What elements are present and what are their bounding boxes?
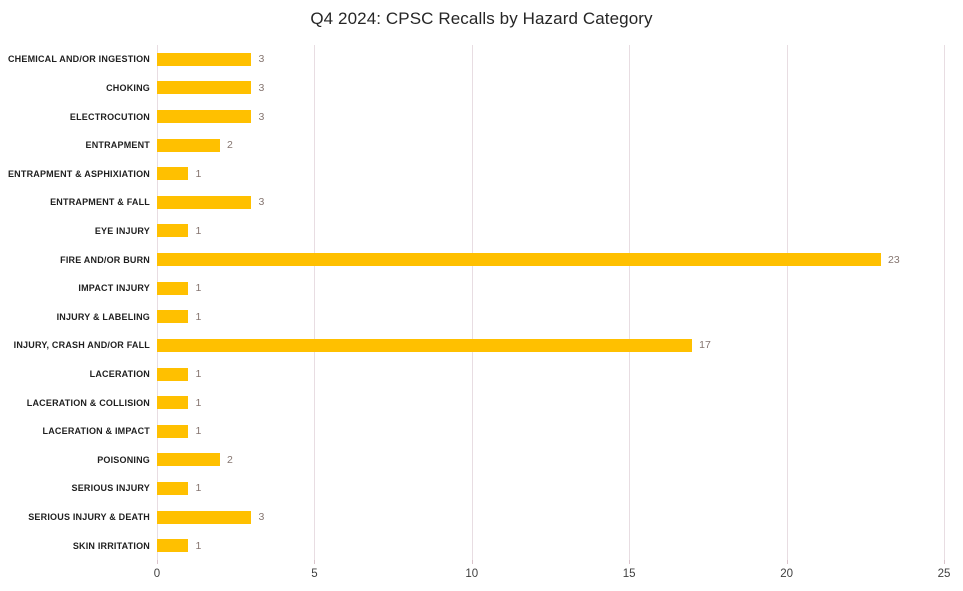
category-label: CHOKING — [106, 82, 150, 93]
category-label: SERIOUS INJURY & DEATH — [28, 512, 150, 523]
bar — [157, 138, 220, 152]
bar-value-label: 1 — [195, 167, 202, 180]
bar — [157, 510, 252, 524]
category-label: FIRE AND/OR BURN — [60, 254, 150, 265]
category-label: IMPACT INJURY — [78, 283, 150, 294]
tick-mark — [786, 560, 788, 564]
gridline — [944, 45, 945, 560]
category-label: ENTRAPMENT & FALL — [50, 197, 150, 208]
bar-value-label: 3 — [258, 53, 265, 66]
bar-value-label: 1 — [195, 396, 202, 409]
bar — [157, 253, 882, 267]
bar-row: 1 — [157, 159, 944, 188]
bar-value-label: 1 — [195, 482, 202, 495]
bar-value-label: 2 — [226, 453, 233, 466]
gridline — [157, 45, 158, 560]
bar — [157, 224, 189, 238]
bar-row: 1 — [157, 274, 944, 303]
bar-row: 3 — [157, 102, 944, 131]
bar — [157, 453, 220, 467]
x-tick-label: 5 — [311, 568, 318, 580]
category-label: CHEMICAL AND/OR INGESTION — [7, 54, 150, 65]
category-label: LACERATION & IMPACT — [42, 426, 150, 437]
category-label: LACERATION — [89, 369, 150, 379]
category-label: ENTRAPMENT & ASPHIXIATION — [7, 168, 150, 179]
tick-mark — [471, 560, 473, 564]
tick-mark — [944, 560, 945, 564]
bar — [157, 81, 252, 95]
bar-row: 2 — [157, 446, 944, 475]
bar — [157, 52, 252, 66]
category-label: LACERATION & COLLISION — [26, 397, 150, 408]
bar-row: 2 — [157, 131, 944, 160]
bar — [157, 367, 189, 381]
bar — [157, 338, 693, 352]
bar-value-label: 1 — [195, 282, 202, 295]
bar-value-label: 2 — [226, 139, 233, 152]
bar — [157, 481, 189, 495]
x-tick-label: 10 — [465, 568, 479, 580]
bar-value-label: 1 — [195, 368, 202, 380]
bar-value-label: 1 — [195, 224, 202, 237]
category-label: INJURY & LABELING — [56, 311, 150, 322]
gridline — [629, 45, 631, 560]
bar-row: 1 — [157, 360, 944, 389]
bar-value-label: 3 — [258, 511, 265, 524]
bar-row: 23 — [157, 245, 944, 274]
category-label: SKIN IRRITATION — [72, 540, 150, 551]
x-tick-label: 20 — [780, 568, 793, 580]
bar — [157, 167, 189, 181]
bar-value-label: 17 — [699, 339, 711, 352]
bar-row: 1 — [157, 217, 944, 246]
plot-area: 3 3 3 2 1 3 1 23 1 1 17 1 1 1 2 1 3 1 — [157, 45, 945, 560]
bar — [157, 539, 189, 553]
bar-row: 3 — [157, 45, 944, 74]
bar-row: 17 — [157, 331, 944, 360]
category-label: INJURY, CRASH AND/OR FALL — [13, 340, 150, 351]
bar — [157, 281, 189, 295]
bar-row: 1 — [157, 388, 944, 417]
bar — [157, 396, 189, 410]
bar — [157, 424, 189, 438]
x-tick-label: 0 — [153, 568, 161, 580]
bar-row: 3 — [157, 74, 944, 103]
value-axis: 0 5 10 15 20 25 — [153, 560, 950, 590]
category-label: ELECTROCUTION — [69, 111, 150, 122]
bar-row: 1 — [157, 417, 944, 446]
bar-row: 3 — [157, 503, 944, 532]
bar-row: 1 — [157, 302, 944, 331]
gridline — [786, 45, 788, 560]
bar-row: 1 — [157, 474, 944, 503]
bar-row: 1 — [157, 531, 944, 560]
category-axis: CHEMICAL AND/OR INGESTION CHOKING ELECTROC… — [0, 45, 150, 560]
x-tick-label: 15 — [622, 568, 636, 580]
bar-value-label: 1 — [195, 539, 202, 552]
bar — [157, 310, 189, 324]
bar — [157, 195, 252, 209]
category-label: ENTRAPMENT — [85, 140, 150, 151]
tick-mark — [314, 560, 316, 564]
category-label: EYE INJURY — [94, 225, 150, 236]
tick-mark — [157, 560, 158, 564]
bar-rows: 3 3 3 2 1 3 1 23 1 1 17 1 1 1 2 1 3 1 — [157, 45, 944, 560]
bar-row: 3 — [157, 188, 944, 217]
tick-mark — [629, 560, 631, 564]
gridline — [471, 45, 473, 560]
bar-value-label: 1 — [195, 425, 202, 438]
gridline — [314, 45, 316, 560]
bar-value-label: 1 — [195, 310, 202, 323]
x-tick-label: 25 — [937, 568, 951, 580]
bar-value-label: 23 — [888, 253, 900, 266]
category-label: POISONING — [97, 454, 150, 465]
category-label: SERIOUS INJURY — [71, 483, 150, 494]
bar-value-label: 3 — [258, 196, 265, 209]
bar-value-label: 3 — [258, 110, 265, 123]
bar-value-label: 3 — [258, 81, 265, 94]
chart-title: Q4 2024: CPSC Recalls by Hazard Category — [310, 9, 653, 28]
bar — [157, 110, 252, 124]
